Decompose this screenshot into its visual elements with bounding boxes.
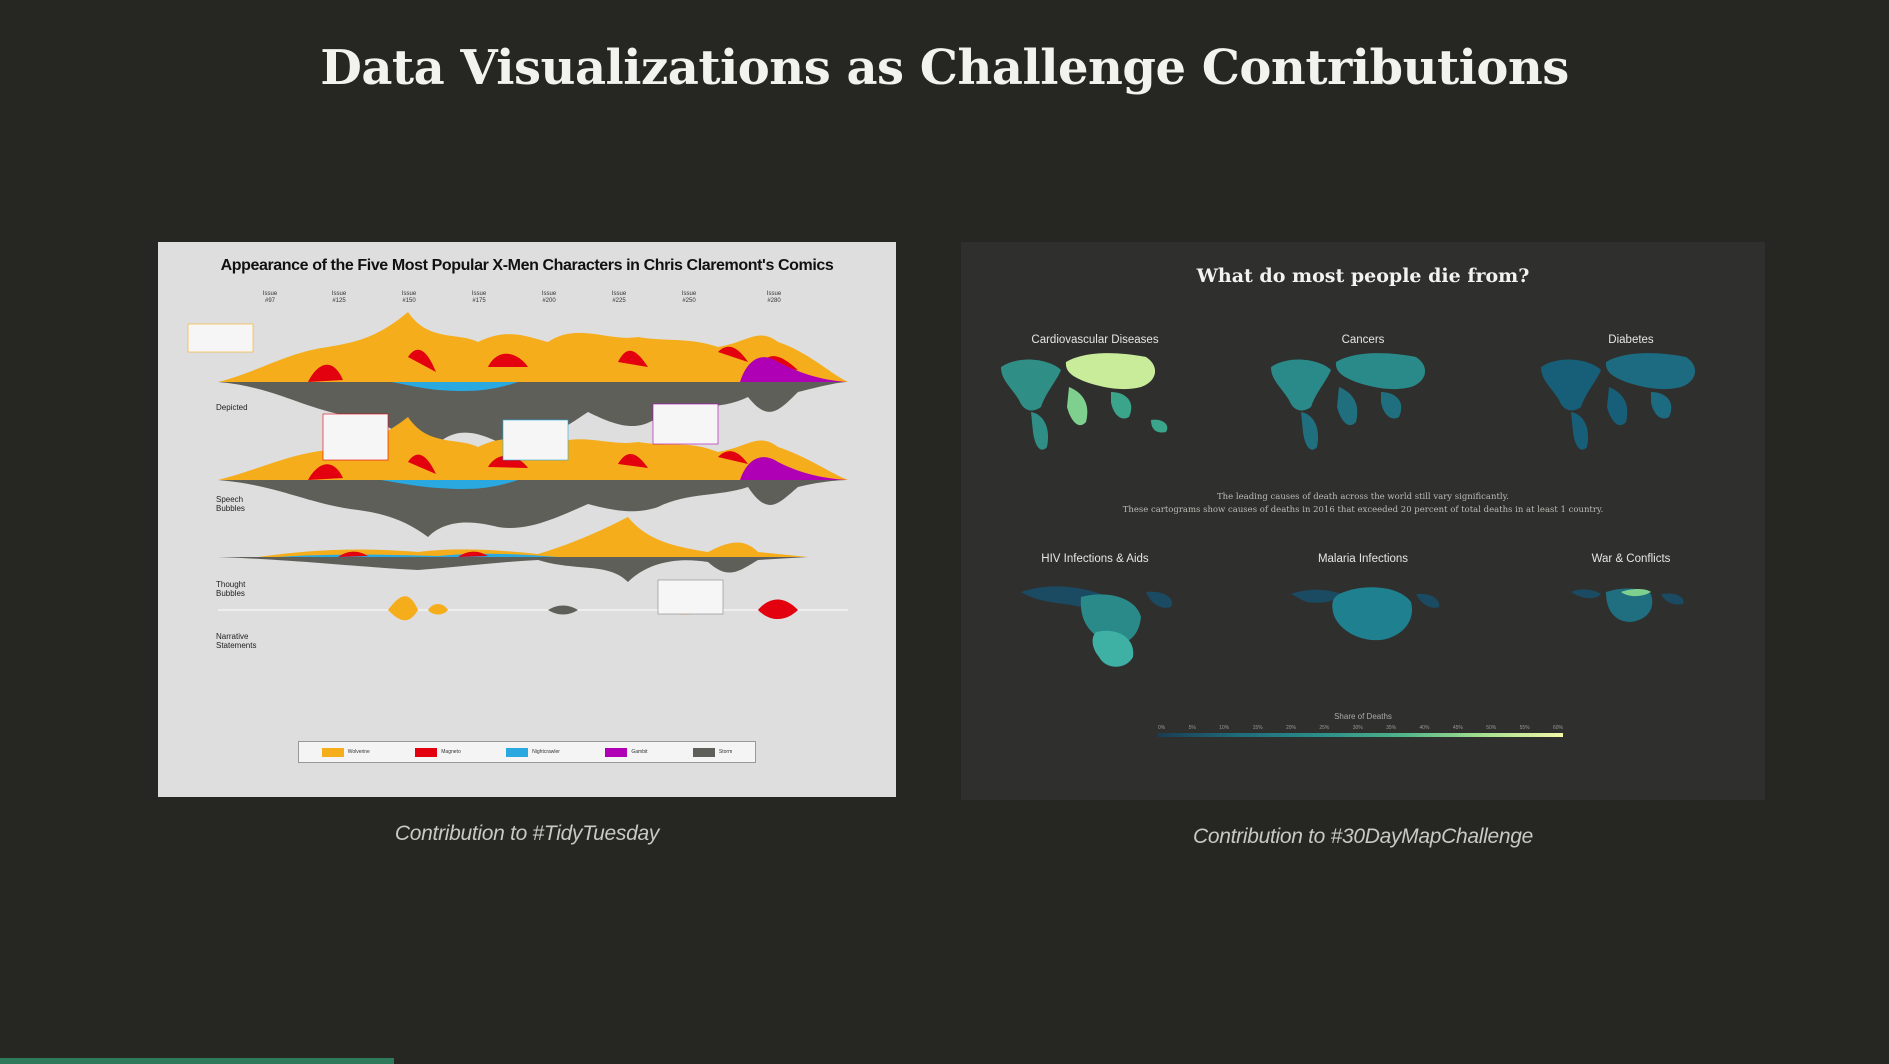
legend-item: Nightcrawler [506,747,560,757]
map-label-cardiovascular: Cardiovascular Diseases [1031,334,1159,346]
scale-tick: 5% [1188,725,1196,731]
legend-item: Magneto [415,747,461,757]
map-label-war: War & Conflicts [1591,553,1671,565]
scale-tick: 40% [1419,725,1430,731]
issue-label: Issue #125 [331,291,347,304]
map-cancers [1271,353,1426,450]
xmen-chart-image: Appearance of the Five Most Popular X-Me… [158,242,896,797]
stream-magneto [308,451,748,480]
map-hiv [1021,586,1172,667]
stream-storm [548,605,578,615]
legend-item: Wolverine [321,747,370,757]
scale-tick: 55% [1519,725,1530,731]
scale-tick: 45% [1452,725,1463,731]
legend-item: Storm [692,747,733,757]
map-label-diabetes: Diabetes [1608,334,1654,346]
issue-label: Issue #225 [611,291,627,304]
row-label-thought: Thought Bubbles [216,580,246,598]
maps-subtitle-2: These cartograms show causes of deaths i… [1122,505,1604,515]
scale-tick: 0% [1158,725,1166,731]
stream-storm [218,480,848,537]
map-label-cancers: Cancers [1341,334,1385,346]
color-scale-bar [1158,733,1563,737]
legend-swatch [692,747,715,757]
scale-tick: 50% [1486,725,1497,731]
streamgraph [187,312,848,621]
slide-title: Data Visualizations as Challenge Contrib… [320,40,1569,96]
legend-swatch [415,747,438,757]
maps-subtitle-1: The leading causes of death across the w… [1217,492,1509,502]
stream-wolverine [258,517,808,557]
map-war [1571,588,1684,622]
scale-tick: 25% [1319,725,1330,731]
stream-gambit [740,357,848,382]
legend-label: Magneto [441,749,461,755]
legend-item: Gambit [605,747,648,757]
maps-title: What do most people die from? [1196,265,1530,287]
row-label-speech: Speech Bubbles [216,495,245,513]
issue-label: Issue #250 [681,291,697,304]
issue-label: Issue #97 [262,291,278,304]
stream-wolverine [388,596,703,621]
scale-tick: 60% [1552,725,1563,731]
issue-label: Issue #175 [471,291,487,304]
legend-label: Wolverine [347,749,370,755]
caption-tidytuesday: Contribution to #TidyTuesday [394,822,660,845]
map-label-hiv: HIV Infections & Aids [1041,553,1149,565]
scale-tick: 20% [1285,725,1296,731]
map-label-malaria: Malaria Infections [1317,553,1409,565]
stream-magneto [338,551,488,557]
map-malaria [1291,587,1440,641]
issue-label: Issue #280 [766,291,782,304]
stream-storm [218,382,848,457]
cartogram-maps [1001,353,1696,667]
map-cardiovascular [1001,353,1168,450]
scale-tick: 35% [1386,725,1397,731]
legend-label: Gambit [631,749,648,755]
row-label-depicted: Depicted [216,403,248,412]
legend-swatch [605,747,628,757]
stream-wolverine [218,312,848,382]
legend-label: Nightcrawler [532,749,560,755]
stream-magneto [758,599,798,620]
scale-ticks: 0% 5% 10% 15% 20% 25% 30% 35% 40% 45% 50… [1158,725,1563,731]
issue-label: Issue #200 [541,291,557,304]
legend-label: Storm [718,749,733,755]
xmen-chart-title: Appearance of the Five Most Popular X-Me… [220,257,834,274]
map-diabetes [1541,353,1696,450]
stream-storm [218,557,808,582]
scale-tick: 10% [1219,725,1230,731]
caption-30daymapchallenge: Contribution to #30DayMapChallenge [1192,825,1534,848]
progress-accent-bar [0,1058,394,1064]
cartogram-image: What do most people die from? Cardiovasc… [961,242,1765,800]
legend-swatch [506,747,529,757]
issue-label: Issue #150 [401,291,417,304]
scale-tick: 30% [1352,725,1363,731]
scale-tick: 15% [1252,725,1263,731]
stream-gambit [740,457,848,480]
scale-title: Share of Deaths [1334,712,1392,721]
row-label-narrative: Narrative Statements [216,632,257,650]
legend-swatch [321,747,344,757]
chart-legend: Wolverine Magneto Nightcrawler Gambit St… [298,741,756,763]
